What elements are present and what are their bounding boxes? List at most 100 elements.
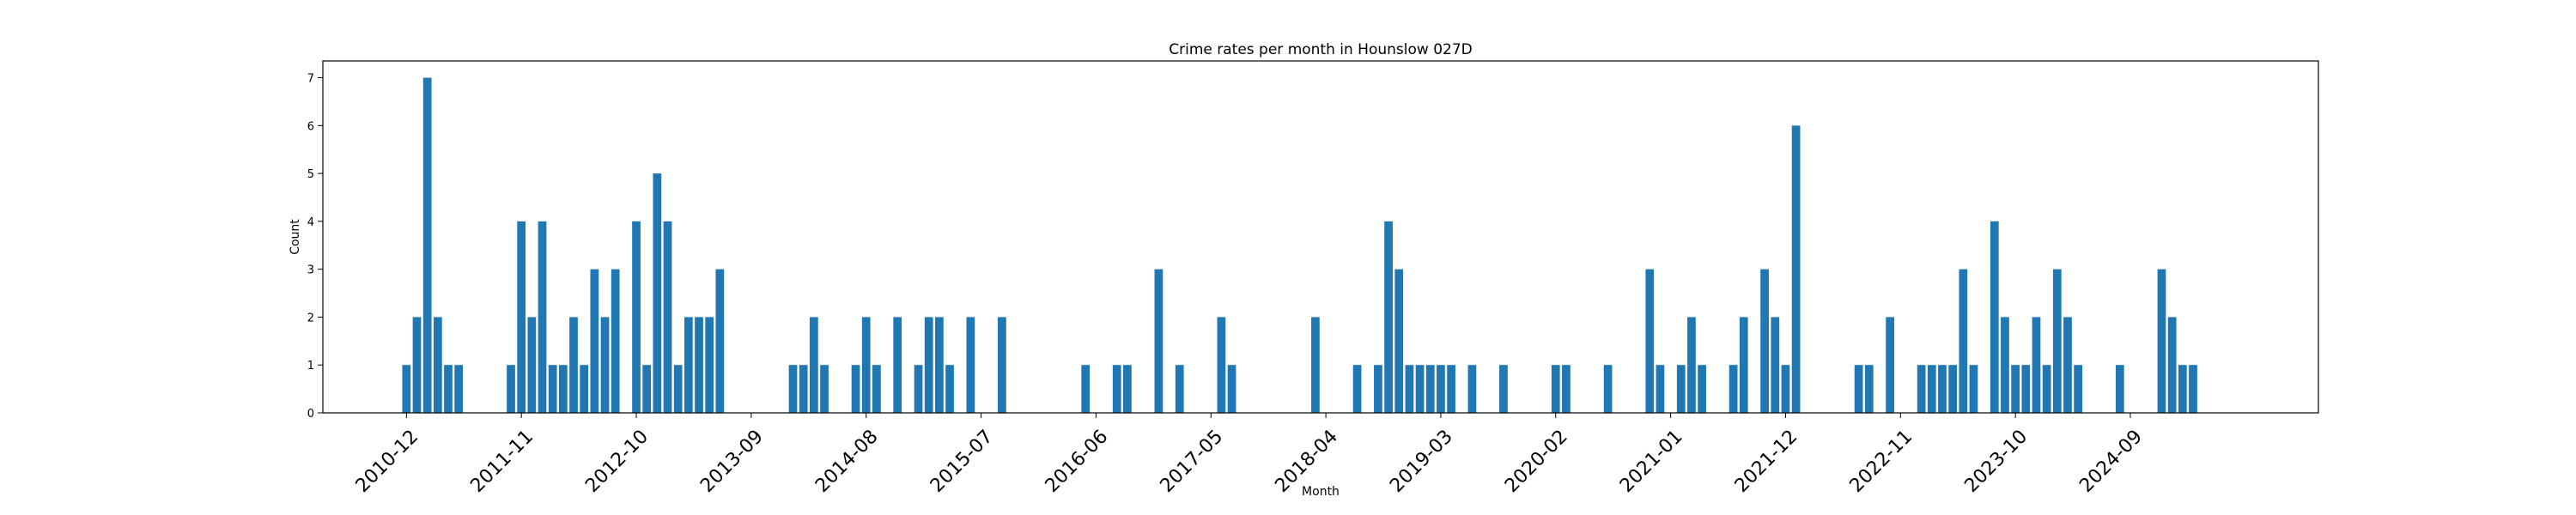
bar-2011-03 xyxy=(433,317,442,413)
bar-2025-01 xyxy=(2167,317,2177,413)
bar-2017-02 xyxy=(1175,365,1184,413)
bar-2015-03 xyxy=(935,317,944,413)
chart-title: Crime rates per month in Hounslow 027D xyxy=(1169,41,1472,58)
y-tick-label: 7 xyxy=(307,73,314,86)
bar-2016-08 xyxy=(1112,365,1121,413)
bar-2023-12 xyxy=(2032,317,2041,413)
bar-2023-05 xyxy=(1959,269,1968,413)
bar-2012-03 xyxy=(558,365,568,413)
bar-2011-02 xyxy=(422,77,432,414)
bar-2011-11 xyxy=(517,221,526,413)
plot-frame xyxy=(322,60,2319,414)
bar-2020-02 xyxy=(1551,365,1560,413)
bar-2011-04 xyxy=(444,365,453,413)
bar-2015-02 xyxy=(924,317,933,413)
bar-2012-05 xyxy=(580,365,589,413)
bar-2023-11 xyxy=(2021,365,2031,413)
bar-2013-05 xyxy=(705,317,714,413)
bar-2016-12 xyxy=(1154,269,1163,413)
x-tick-label: 2023-10 xyxy=(1960,426,2032,497)
bar-2011-12 xyxy=(527,317,537,413)
bar-2019-09 xyxy=(1499,365,1508,413)
bar-2022-08 xyxy=(1864,365,1874,413)
bar-2012-10 xyxy=(632,221,641,413)
bar-2014-01 xyxy=(788,365,798,413)
bar-2020-12 xyxy=(1656,365,1665,413)
bar-2013-01 xyxy=(663,221,672,413)
y-axis-ticks: 0 1 2 3 4 5 6 7 xyxy=(307,73,323,421)
bar-2024-12 xyxy=(2157,269,2166,413)
bar-2019-03 xyxy=(1437,365,1445,413)
bar-2018-03 xyxy=(1311,317,1320,413)
bar-2022-10 xyxy=(1886,317,1894,413)
x-tick-label: 2014-08 xyxy=(811,426,883,497)
bar-2023-10 xyxy=(2011,365,2020,413)
bar-2016-09 xyxy=(1123,365,1132,413)
bars-group xyxy=(402,77,2197,414)
bar-2011-01 xyxy=(412,317,422,413)
bar-2024-01 xyxy=(2042,365,2051,413)
bar-2015-01 xyxy=(914,365,923,413)
bar-2019-02 xyxy=(1425,365,1435,413)
bar-2013-06 xyxy=(715,269,725,413)
bar-2018-09 xyxy=(1374,365,1382,413)
x-tick-label: 2017-05 xyxy=(1157,426,1228,497)
bar-2021-10 xyxy=(1760,269,1769,413)
x-tick-label: 2015-07 xyxy=(927,426,998,497)
bar-2014-08 xyxy=(861,317,871,413)
bar-2020-11 xyxy=(1645,269,1655,413)
bar-2023-02 xyxy=(1927,365,1936,413)
bar-2023-06 xyxy=(1969,365,1978,413)
bar-2018-11 xyxy=(1394,269,1404,413)
y-tick-label: 0 xyxy=(307,408,314,421)
y-tick-label: 6 xyxy=(307,120,314,133)
bar-2024-02 xyxy=(2052,269,2062,413)
bar-2013-02 xyxy=(673,365,683,413)
bar-2024-03 xyxy=(2063,317,2072,413)
bar-2022-01 xyxy=(1791,125,1801,413)
bar-2019-04 xyxy=(1447,365,1455,413)
bar-2021-12 xyxy=(1781,365,1790,413)
bar-2022-07 xyxy=(1854,365,1863,413)
bar-2014-02 xyxy=(799,365,808,413)
bar-2015-04 xyxy=(945,365,954,413)
y-tick-label: 2 xyxy=(307,312,314,324)
bar-2024-08 xyxy=(2115,365,2124,413)
bar-2019-01 xyxy=(1415,365,1425,413)
bar-2013-04 xyxy=(695,317,703,413)
bar-2018-12 xyxy=(1405,365,1414,413)
bar-2012-01 xyxy=(538,221,547,413)
bar-2021-07 xyxy=(1728,365,1738,413)
bar-2014-04 xyxy=(820,365,829,413)
x-axis-label: Month xyxy=(1302,485,1340,499)
bar-2023-01 xyxy=(1917,365,1926,413)
bar-2010-12 xyxy=(402,365,411,413)
bar-2014-03 xyxy=(810,317,818,413)
y-tick-label: 4 xyxy=(307,216,314,229)
bar-2014-09 xyxy=(872,365,881,413)
x-tick-label: 2022-11 xyxy=(1846,426,1917,497)
bar-2017-07 xyxy=(1227,365,1236,413)
bar-2021-08 xyxy=(1739,317,1748,413)
bar-2023-09 xyxy=(2001,317,2009,413)
bar-2016-05 xyxy=(1081,365,1091,413)
bar-2020-03 xyxy=(1562,365,1571,413)
bar-2021-03 xyxy=(1687,317,1696,413)
y-tick-label: 3 xyxy=(307,264,314,277)
bar-2011-10 xyxy=(507,365,515,413)
bar-2012-08 xyxy=(611,269,620,413)
y-tick-label: 1 xyxy=(307,360,314,373)
x-tick-label: 2024-09 xyxy=(2075,426,2147,497)
bar-2024-04 xyxy=(2074,365,2083,413)
x-tick-label: 2016-06 xyxy=(1042,426,1113,497)
bar-2019-06 xyxy=(1467,365,1477,413)
bar-2021-02 xyxy=(1676,365,1686,413)
x-tick-label: 2021-12 xyxy=(1731,426,1802,497)
bar-2014-07 xyxy=(851,365,860,413)
bar-2013-03 xyxy=(684,317,693,413)
x-tick-label: 2012-10 xyxy=(581,426,653,497)
bar-2021-04 xyxy=(1698,365,1706,413)
x-tick-label: 2019-03 xyxy=(1386,426,1457,497)
x-tick-label: 2020-02 xyxy=(1501,426,1572,497)
